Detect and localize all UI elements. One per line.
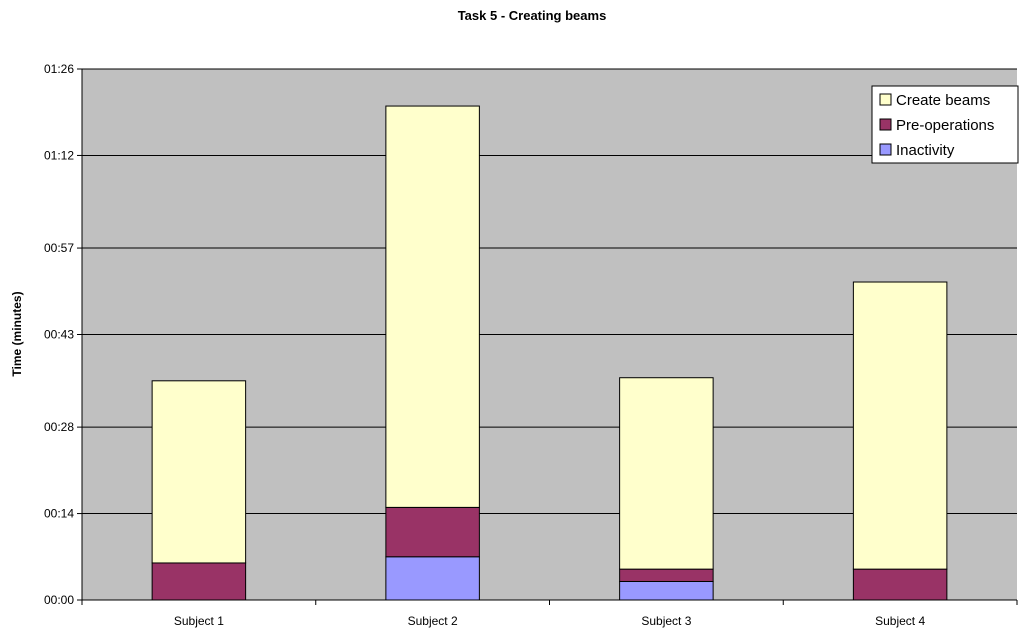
y-tick-label: 00:14 <box>44 507 74 521</box>
bar-segment-create-beams <box>852 281 948 570</box>
bar-segment-pre-operations <box>619 568 714 582</box>
y-axis-label: Time (minutes) <box>10 291 24 376</box>
bar-segment-inactivity <box>385 556 480 601</box>
legend-label: Pre-operations <box>896 117 994 134</box>
chart-title: Task 5 - Creating beams <box>458 8 607 23</box>
legend-swatch <box>879 93 892 106</box>
legend: Create beams Pre-operations Inactivity <box>871 85 1019 164</box>
x-tick-label: Subject 2 <box>408 614 458 628</box>
legend-box <box>871 85 1019 164</box>
x-tick-label: Subject 4 <box>875 614 925 628</box>
bar-segment-create-beams <box>385 105 480 508</box>
x-axis-ticks: Subject 1 Subject 2 Subject 3 Subject 4 <box>81 600 1018 628</box>
legend-label: Inactivity <box>896 142 955 159</box>
legend-swatch <box>879 143 892 156</box>
bar-segment-pre-operations <box>385 506 480 558</box>
bars <box>151 105 948 601</box>
bar-segment-pre-operations <box>151 562 247 601</box>
bar-segment-create-beams <box>619 377 714 570</box>
legend-swatch <box>879 118 892 131</box>
bar-segment-create-beams <box>151 380 247 564</box>
bar-segment-inactivity <box>619 580 714 601</box>
x-tick-label: Subject 3 <box>641 614 691 628</box>
y-tick-label: 01:12 <box>44 148 74 162</box>
y-tick-label: 00:43 <box>44 328 74 342</box>
y-tick-label: 00:57 <box>44 241 74 255</box>
bar-segment-pre-operations <box>852 568 948 601</box>
y-tick-label: 00:28 <box>44 420 74 434</box>
legend-label: Create beams <box>896 92 990 109</box>
y-axis-ticks: 00:00 00:14 00:28 00:43 00:57 01:12 01:26 <box>44 62 82 607</box>
y-tick-label: 00:00 <box>44 593 74 607</box>
x-tick-label: Subject 1 <box>174 614 224 628</box>
y-tick-label: 01:26 <box>44 62 74 76</box>
